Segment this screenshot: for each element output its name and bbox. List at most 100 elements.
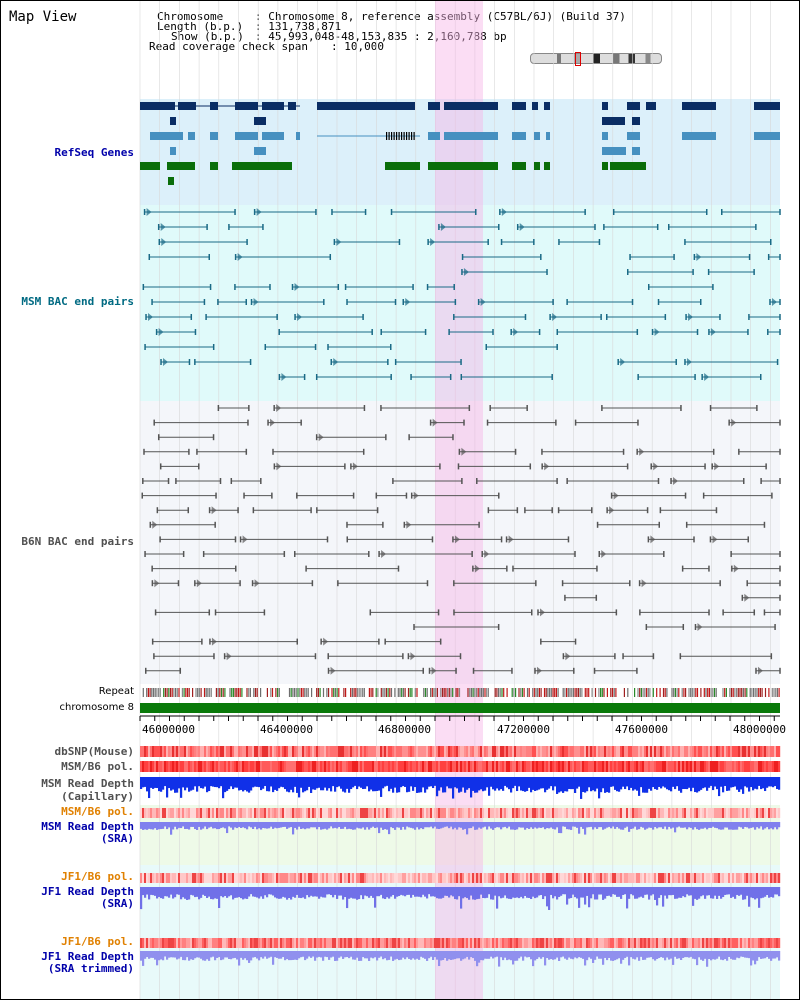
jf1-sra-depth <box>164 887 167 897</box>
msm-b6-pol-heat-2 <box>224 808 227 818</box>
msm-b6-pol-heat <box>504 761 507 772</box>
repeat-mark <box>586 688 588 697</box>
jf1-sra-depth <box>638 887 641 898</box>
msm-capillary-depth <box>376 777 379 791</box>
jf1-sra-depth <box>570 887 573 899</box>
dbsnp-heat <box>218 746 221 757</box>
msm-b6-pol-heat-2 <box>226 808 229 818</box>
jf1-sra-depth <box>678 887 681 898</box>
msm-sra-depth <box>458 822 461 828</box>
dbsnp-heat <box>750 746 753 757</box>
jf1-sra-depth <box>520 887 523 897</box>
jf1-trimmed-depth <box>666 951 669 958</box>
msm-b6-pol-heat-2 <box>398 808 401 818</box>
msm-capillary-depth <box>692 777 695 788</box>
msm-capillary-depth <box>160 777 163 792</box>
dbsnp-heat <box>296 746 299 757</box>
jf1-sra-depth <box>358 887 361 900</box>
msm-b6-pol-heat-2 <box>264 808 267 818</box>
jf1-b6-pol-heat <box>406 873 409 883</box>
msm-capillary-depth <box>522 777 525 792</box>
jf1-trimmed-depth <box>140 951 143 961</box>
msm-b6-pol-heat <box>760 761 763 772</box>
gene-exon <box>632 147 640 155</box>
msm-b6-pol-heat <box>658 761 661 772</box>
msm-capillary-depth <box>408 777 411 792</box>
msm-b6-pol-heat <box>714 761 717 772</box>
label-msm-read-depth-sra[interactable]: MSM Read Depth <box>41 820 134 833</box>
msm-b6-pol-heat <box>720 761 723 772</box>
msm-sra-depth <box>678 822 681 827</box>
repeat-mark <box>771 688 773 697</box>
dbsnp-heat <box>608 746 611 757</box>
label-msm-b6-pol-1[interactable]: MSM/B6 pol. <box>61 760 134 773</box>
repeat-mark <box>555 688 557 697</box>
jf1-sra-depth <box>288 887 291 898</box>
msm-sra-depth <box>196 822 199 830</box>
jf1-b6-pol-heat-2 <box>292 938 295 948</box>
msm-b6-pol-heat <box>266 761 269 772</box>
dbsnp-heat <box>460 746 463 757</box>
repeat-mark <box>156 688 158 697</box>
msm-b6-pol-heat-2 <box>594 808 597 818</box>
jf1-sra-depth <box>476 887 479 900</box>
jf1-b6-pol-heat <box>306 873 309 883</box>
msm-capillary-depth <box>584 777 587 793</box>
msm-b6-pol-heat <box>398 761 401 772</box>
msm-sra-depth <box>304 822 307 830</box>
jf1-sra-depth <box>526 887 529 898</box>
jf1-trimmed-depth <box>210 951 213 958</box>
dbsnp-heat <box>762 746 765 757</box>
msm-capillary-depth <box>668 777 671 791</box>
msm-b6-pol-heat-2 <box>726 808 729 818</box>
jf1-b6-pol-heat <box>622 873 625 883</box>
label-jf1-b6-pol-2[interactable]: JF1/B6 pol. <box>61 935 134 948</box>
msm-b6-pol-heat-2 <box>578 808 581 818</box>
chromosome-ideogram[interactable] <box>530 52 662 66</box>
jf1-b6-pol-heat-2 <box>456 938 459 948</box>
msm-b6-pol-heat <box>626 761 629 772</box>
repeat-mark <box>722 688 724 697</box>
jf1-b6-pol-heat-2 <box>716 938 719 948</box>
label-b6n-bac-end-pairs[interactable]: B6N BAC end pairs <box>21 535 134 548</box>
msm-b6-pol-heat <box>310 761 313 772</box>
msm-capillary-depth <box>700 777 703 790</box>
jf1-b6-pol-heat-2 <box>288 938 291 948</box>
label-jf1-b6-pol-1[interactable]: JF1/B6 pol. <box>61 870 134 883</box>
gene-exon <box>428 162 498 170</box>
jf1-sra-depth <box>424 887 427 897</box>
label-dbsnp[interactable]: dbSNP(Mouse) <box>54 745 134 758</box>
label-msm-bac-end-pairs[interactable]: MSM BAC end pairs <box>21 295 134 308</box>
jf1-b6-pol-heat-2 <box>584 938 587 948</box>
jf1-trimmed-depth <box>290 951 293 961</box>
repeat-mark <box>229 688 231 697</box>
label-refseq-genes[interactable]: RefSeq Genes <box>54 146 134 159</box>
msm-b6-pol-heat-2 <box>434 808 437 818</box>
label-jf1-read-depth-sra[interactable]: JF1 Read Depth <box>41 885 134 898</box>
jf1-b6-pol-heat <box>422 873 425 883</box>
repeat-mark <box>441 688 444 697</box>
msm-b6-pol-heat <box>730 761 733 772</box>
jf1-sra-depth <box>628 887 631 899</box>
label-msm-read-depth-capillary[interactable]: MSM Read Depth <box>41 777 134 790</box>
dbsnp-heat <box>186 746 189 757</box>
msm-b6-pol-heat-2 <box>298 808 301 818</box>
msm-sra-depth <box>322 822 325 830</box>
dbsnp-heat <box>640 746 643 757</box>
jf1-b6-pol-heat-2 <box>222 938 225 948</box>
jf1-b6-pol-heat <box>332 873 335 883</box>
msm-sra-depth <box>764 822 767 829</box>
b6n-bac-pair-arrow <box>650 535 656 544</box>
msm-sra-depth <box>718 822 721 830</box>
jf1-trimmed-depth <box>656 951 659 959</box>
jf1-b6-pol-heat-2 <box>642 938 645 948</box>
jf1-b6-pol-heat-2 <box>140 938 143 948</box>
msm-capillary-depth <box>562 777 565 793</box>
label-msm-b6-pol-2[interactable]: MSM/B6 pol. <box>61 805 134 818</box>
label-jf1-read-depth-trimmed[interactable]: JF1 Read Depth <box>41 950 134 963</box>
msm-b6-pol-heat <box>548 761 551 772</box>
msm-capillary-depth <box>774 777 777 787</box>
jf1-b6-pol-heat-2 <box>744 938 747 948</box>
gene-exon <box>413 132 415 140</box>
msm-b6-pol-heat <box>348 761 351 772</box>
